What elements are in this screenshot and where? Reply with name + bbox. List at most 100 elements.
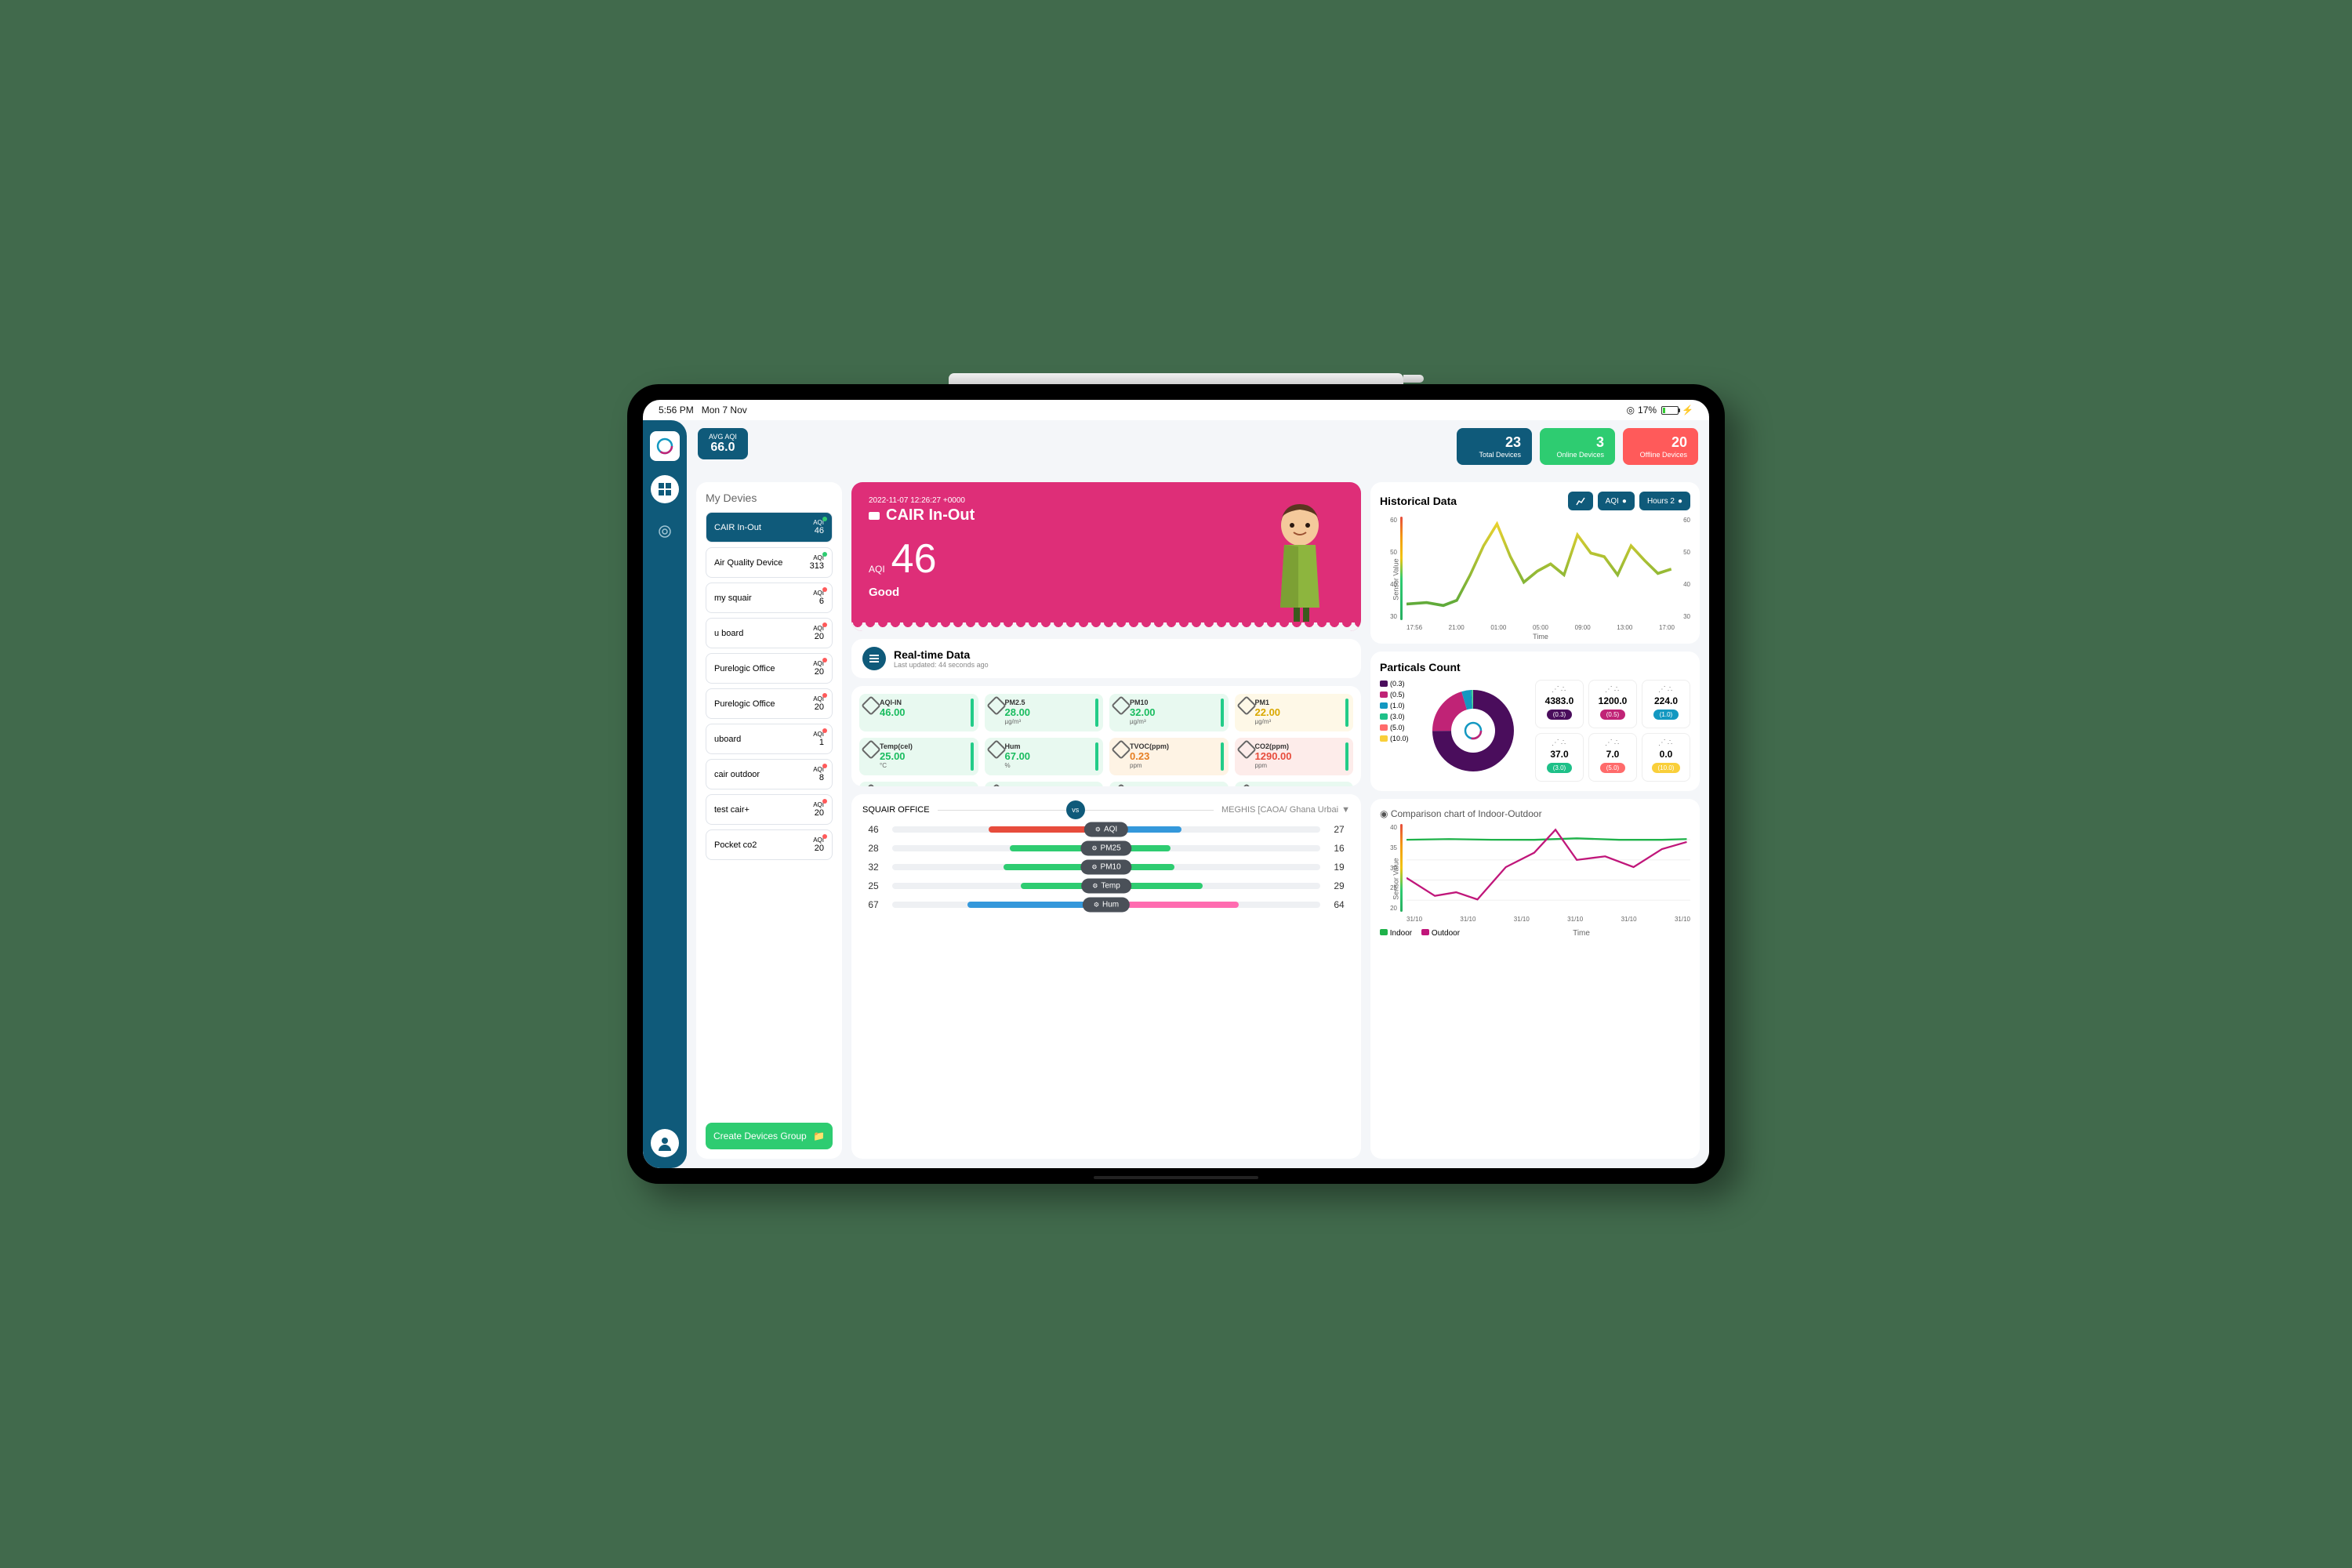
status-dot xyxy=(822,552,827,557)
particles-title: Particals Count xyxy=(1380,661,1690,673)
metric-card[interactable]: AQI-IN46.00 xyxy=(859,694,978,731)
comp-x-label: Time xyxy=(1472,929,1690,938)
avg-aqi-label: AVG AQI xyxy=(709,433,737,441)
status-battery: 17% xyxy=(1638,405,1657,416)
hours-button[interactable]: Hours 2● xyxy=(1639,492,1690,510)
hero-aqi-value: 46 xyxy=(891,535,937,583)
charge-icon: ⚡ xyxy=(1682,405,1693,416)
historical-chart xyxy=(1406,517,1675,619)
top-header: AVG AQI 66.0 23 Total Devices 3 Online D… xyxy=(687,420,1709,473)
metric-card[interactable]: AQI-IN(s)47.00 xyxy=(1109,782,1229,786)
status-dot xyxy=(822,799,827,804)
realtime-title: Real-time Data xyxy=(894,648,989,661)
metric-card[interactable]: TVOC(ppm)0.23ppm xyxy=(1109,738,1229,775)
realtime-subtitle: Last updated: 44 seconds ago xyxy=(894,661,989,669)
stylus xyxy=(949,373,1403,384)
comp-chart-title: Comparison chart of Indoor-Outdoor xyxy=(1391,808,1542,819)
hero-card: 2022-11-07 12:26:27 +0000 CAIR In-Out AQ… xyxy=(851,482,1361,631)
device-item[interactable]: my squairAQI6 xyxy=(706,583,833,613)
device-item[interactable]: test cair+AQI20 xyxy=(706,794,833,825)
status-date: Mon 7 Nov xyxy=(702,405,747,416)
nav-dashboard[interactable] xyxy=(651,475,679,503)
dropdown-icon[interactable]: ▼ xyxy=(1341,805,1350,815)
character-illustration xyxy=(1253,498,1347,623)
device-item[interactable]: Purelogic OfficeAQI20 xyxy=(706,653,833,684)
compare-row: 67⚙Hum64 xyxy=(862,899,1350,910)
app-logo[interactable] xyxy=(650,431,680,461)
device-icon xyxy=(869,512,880,520)
metric-card[interactable]: Temp(Fer)77.00 xyxy=(859,782,978,786)
chart-type-button[interactable] xyxy=(1568,492,1593,510)
hist-y-label: Sensor Value xyxy=(1392,558,1400,600)
comparison-chart xyxy=(1406,824,1690,910)
historical-title: Historical Data xyxy=(1380,495,1457,507)
compare-row: 28⚙PM2516 xyxy=(862,843,1350,854)
status-dot xyxy=(822,517,827,521)
compare-row: 46⚙AQI27 xyxy=(862,824,1350,835)
count-card: ⋰∴4383.0(0.3) xyxy=(1535,680,1584,728)
folder-icon: 📁 xyxy=(813,1131,825,1142)
device-item[interactable]: u boardAQI20 xyxy=(706,618,833,648)
hero-title: CAIR In-Out xyxy=(886,506,975,524)
device-item[interactable]: CAIR In-OutAQI46 xyxy=(706,512,833,543)
realtime-icon xyxy=(862,647,886,670)
vs-badge: vs xyxy=(1066,800,1085,819)
metric-card[interactable]: AQI-IN(F)209.00 xyxy=(985,782,1104,786)
count-card: ⋰∴7.0(5.0) xyxy=(1588,733,1637,782)
status-time: 5:56 PM xyxy=(659,405,694,416)
comparison-panel: SQUAIR OFFICE vs MEGHIS [CAOA/ Ghana Urb… xyxy=(851,794,1361,1159)
comparison-chart-panel: ◉ Comparison chart of Indoor-Outdoor 403… xyxy=(1370,799,1700,1159)
compare-left-name: SQUAIR OFFICE xyxy=(862,805,930,815)
tablet-frame: 5:56 PM Mon 7 Nov ◎ 17% ⚡ xyxy=(627,384,1725,1184)
stat-online-devices[interactable]: 3 Online Devices xyxy=(1540,428,1615,465)
color-strip-2 xyxy=(1400,824,1403,912)
status-dot xyxy=(822,693,827,698)
metric-card[interactable]: PM122.00µg/m³ xyxy=(1235,694,1354,731)
aqi-button[interactable]: AQI ● xyxy=(1598,492,1635,510)
particles-panel: Particals Count (0.3)(0.5)(1.0)(3.0)(5.0… xyxy=(1370,652,1700,791)
metric-card[interactable]: Temp(cel)25.00°C xyxy=(859,738,978,775)
hero-aqi-label: AQI xyxy=(869,564,885,575)
nav-settings[interactable] xyxy=(651,517,679,546)
status-dot xyxy=(822,622,827,627)
color-strip xyxy=(1400,517,1403,620)
status-dot xyxy=(822,834,827,839)
metrics-grid: AQI-IN46.00PM2.528.00µg/m³PM1032.00µg/m³… xyxy=(851,686,1361,786)
create-group-button[interactable]: Create Devices Group 📁 xyxy=(706,1123,833,1149)
battery-icon xyxy=(1661,406,1679,415)
metric-card[interactable]: CI xyxy=(1235,782,1354,786)
device-item[interactable]: Air Quality DeviceAQI313 xyxy=(706,547,833,578)
sidebar xyxy=(643,420,687,1168)
metric-card[interactable]: Hum67.00% xyxy=(985,738,1104,775)
compare-row: 25⚙Temp29 xyxy=(862,880,1350,891)
count-card: ⋰∴1200.0(0.5) xyxy=(1588,680,1637,728)
status-dot xyxy=(822,658,827,662)
realtime-header: Real-time Data Last updated: 44 seconds … xyxy=(851,639,1361,678)
historical-panel: Historical Data AQI ● Hours 2● 60504030 xyxy=(1370,482,1700,644)
donut-chart xyxy=(1422,680,1524,782)
stat-offline-devices[interactable]: 20 Offline Devices xyxy=(1623,428,1698,465)
count-card: ⋰∴37.0(3.0) xyxy=(1535,733,1584,782)
device-item[interactable]: uboardAQI1 xyxy=(706,724,833,754)
nav-user[interactable] xyxy=(651,1129,679,1157)
compare-right-name[interactable]: MEGHIS [CAOA/ Ghana Urbai xyxy=(1221,805,1338,815)
comp-y-label: Sensor Value xyxy=(1392,858,1400,899)
device-item[interactable]: cair outdoorAQI8 xyxy=(706,759,833,789)
metric-card[interactable]: CO2(ppm)1290.00ppm xyxy=(1235,738,1354,775)
target-icon: ◎ xyxy=(1627,405,1635,416)
avg-aqi-value: 66.0 xyxy=(709,441,737,455)
status-dot xyxy=(822,728,827,733)
count-card: ⋰∴224.0(1.0) xyxy=(1642,680,1690,728)
device-item[interactable]: Pocket co2AQI20 xyxy=(706,829,833,860)
metric-card[interactable]: PM1032.00µg/m³ xyxy=(1109,694,1229,731)
metric-card[interactable]: PM2.528.00µg/m³ xyxy=(985,694,1104,731)
status-dot xyxy=(822,587,827,592)
hist-x-label: Time xyxy=(1406,633,1675,641)
stat-total-devices[interactable]: 23 Total Devices xyxy=(1457,428,1532,465)
status-dot xyxy=(822,764,827,768)
status-bar: 5:56 PM Mon 7 Nov ◎ 17% ⚡ xyxy=(643,400,1709,420)
devices-title: My Devies xyxy=(706,492,833,504)
screen: 5:56 PM Mon 7 Nov ◎ 17% ⚡ xyxy=(643,400,1709,1168)
count-card: ⋰∴0.0(10.0) xyxy=(1642,733,1690,782)
device-item[interactable]: Purelogic OfficeAQI20 xyxy=(706,688,833,719)
